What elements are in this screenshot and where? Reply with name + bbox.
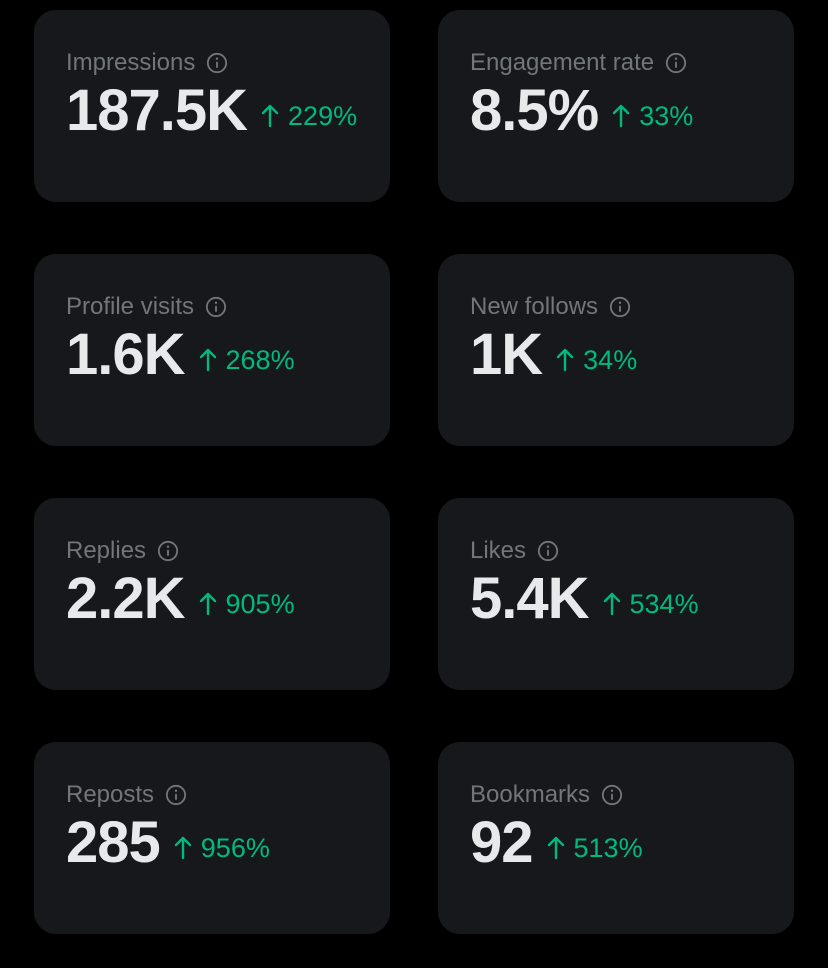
metric-value: 5.4K [470, 566, 590, 631]
metric-value: 2.2K [66, 566, 186, 631]
metric-card-engagement-rate[interactable]: Engagement rate 8.5% 33% [438, 10, 794, 202]
info-icon[interactable] [205, 296, 227, 318]
info-icon[interactable] [206, 52, 228, 74]
info-icon[interactable] [665, 52, 687, 74]
metric-label-row: Replies [66, 536, 390, 566]
info-icon[interactable] [537, 540, 559, 562]
metric-value-row: 2.2K 905% [66, 568, 390, 630]
metric-card-likes[interactable]: Likes 5.4K 534% [438, 498, 794, 690]
metric-card-impressions[interactable]: Impressions 187.5K 229% [34, 10, 390, 202]
metric-change-value: 513% [573, 832, 643, 863]
metric-value: 187.5K [66, 78, 248, 143]
metric-label-row: Profile visits [66, 292, 390, 322]
info-icon[interactable] [157, 540, 179, 562]
metric-label-row: Reposts [66, 780, 390, 810]
metric-value-row: 1.6K 268% [66, 324, 390, 386]
metric-change: 268% [199, 345, 295, 376]
metric-change: 34% [556, 345, 637, 376]
metric-value: 285 [66, 810, 161, 875]
arrow-up-icon [547, 836, 565, 860]
metric-change: 905% [199, 589, 295, 620]
metric-label-row: Bookmarks [470, 780, 794, 810]
info-icon[interactable] [601, 784, 623, 806]
metric-label: New follows [470, 293, 599, 320]
metric-value-row: 1K 34% [470, 324, 794, 386]
metric-value: 1K [470, 322, 543, 387]
metric-label: Profile visits [66, 293, 195, 320]
metric-label: Bookmarks [470, 781, 591, 808]
metric-label-row: Engagement rate [470, 48, 794, 78]
metric-value-row: 187.5K 229% [66, 80, 390, 142]
metric-change-value: 229% [288, 100, 358, 131]
metric-change-value: 905% [225, 588, 295, 619]
info-icon[interactable] [165, 784, 187, 806]
info-icon[interactable] [609, 296, 631, 318]
metric-change: 513% [547, 833, 643, 864]
metric-change: 229% [261, 101, 357, 132]
metric-label: Engagement rate [470, 49, 655, 76]
metric-change-value: 33% [639, 100, 694, 131]
arrow-up-icon [603, 592, 621, 616]
metric-label: Impressions [66, 49, 196, 76]
metric-value-row: 5.4K 534% [470, 568, 794, 630]
metric-label: Reposts [66, 781, 155, 808]
metric-change: 956% [174, 833, 270, 864]
metric-value-row: 8.5% 33% [470, 80, 794, 142]
metric-label: Replies [66, 537, 147, 564]
arrow-up-icon [199, 348, 217, 372]
metric-change: 534% [603, 589, 699, 620]
metric-change-value: 268% [225, 344, 295, 375]
metric-card-reposts[interactable]: Reposts 285 956% [34, 742, 390, 934]
metric-card-new-follows[interactable]: New follows 1K 34% [438, 254, 794, 446]
metric-change-value: 534% [629, 588, 699, 619]
metric-change-value: 956% [200, 832, 270, 863]
arrow-up-icon [261, 104, 279, 128]
metric-card-profile-visits[interactable]: Profile visits 1.6K 268% [34, 254, 390, 446]
metrics-grid: Impressions 187.5K 229% Engagement rate … [34, 10, 794, 934]
metric-card-bookmarks[interactable]: Bookmarks 92 513% [438, 742, 794, 934]
arrow-up-icon [612, 104, 630, 128]
metric-change: 33% [612, 101, 693, 132]
arrow-up-icon [199, 592, 217, 616]
metric-label-row: Impressions [66, 48, 390, 78]
arrow-up-icon [556, 348, 574, 372]
metric-value: 1.6K [66, 322, 186, 387]
metric-change-value: 34% [583, 344, 638, 375]
metric-value-row: 285 956% [66, 812, 390, 874]
metric-value-row: 92 513% [470, 812, 794, 874]
metric-card-replies[interactable]: Replies 2.2K 905% [34, 498, 390, 690]
arrow-up-icon [174, 836, 192, 860]
metric-value: 92 [470, 810, 534, 875]
metric-label-row: Likes [470, 536, 794, 566]
metric-label: Likes [470, 537, 527, 564]
metric-label-row: New follows [470, 292, 794, 322]
metric-value: 8.5% [470, 78, 599, 143]
